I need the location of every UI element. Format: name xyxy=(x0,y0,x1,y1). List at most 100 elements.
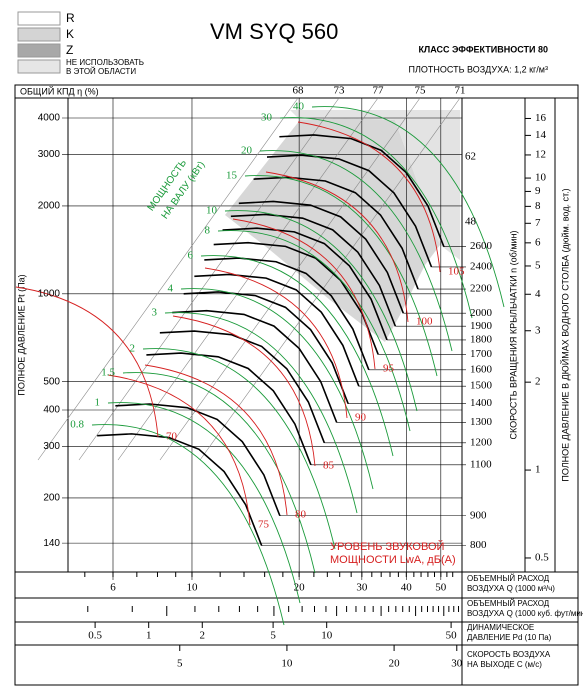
efficiency-tick-label: 75 xyxy=(415,85,427,97)
flow-tick-label: 10 xyxy=(186,582,198,594)
noise-label: 80 xyxy=(295,509,307,521)
flow-tick-label: 30 xyxy=(356,582,368,594)
pressure-tick-label: 1000 xyxy=(38,288,61,299)
inch-tick-label: 9 xyxy=(535,185,541,197)
marker-label: 48 xyxy=(465,216,477,228)
velocity-tick-label: 10 xyxy=(281,658,293,670)
pressure-axis-label: ПОЛНОЕ ДАВЛЕНИЕ Pt (Па) xyxy=(16,274,26,395)
power-label: 1 xyxy=(95,397,101,409)
inch-tick-label: 10 xyxy=(535,172,547,184)
velocity-tick-label: 20 xyxy=(389,658,401,670)
efficiency-line xyxy=(78,97,340,461)
marker-label: 62 xyxy=(465,151,476,163)
power-label: 40 xyxy=(293,101,305,113)
power-line xyxy=(180,288,374,490)
speed-tick-label: 1800 xyxy=(470,333,493,345)
noise-label: 75 xyxy=(258,519,270,531)
noise-label: 100 xyxy=(416,316,433,328)
speed-tick-label: 1700 xyxy=(470,348,493,360)
fan-curve xyxy=(230,213,397,327)
efficiency-line xyxy=(159,97,421,461)
speed-axis-label: СКОРОСТЬ ВРАЩЕНИЯ КРЫЛЬЧАТКИ n (об/мин) xyxy=(508,230,518,439)
power-line xyxy=(142,348,336,550)
speed-tick-label: 1900 xyxy=(470,320,493,332)
noise-label: 105 xyxy=(448,266,465,278)
efficiency-tick-label: 73 xyxy=(334,85,346,97)
fan-curve xyxy=(97,433,263,546)
fan-curve xyxy=(253,176,419,290)
speed-tick-label: 1500 xyxy=(470,380,493,392)
pressure-tick-label: 140 xyxy=(43,538,60,549)
legend-label: В ЭТОЙ ОБЛАСТИ xyxy=(66,67,136,76)
efficiency-line xyxy=(199,97,461,461)
power-line xyxy=(217,230,411,432)
row-label: ОБЪЕМНЫЙ РАСХОД xyxy=(467,574,550,583)
power-label: 20 xyxy=(241,145,253,157)
speed-tick-label: 1300 xyxy=(470,416,493,428)
efficiency-tick-label: 68 xyxy=(293,85,305,97)
power-line xyxy=(164,312,358,514)
power-line xyxy=(200,255,394,457)
inch-tick-label: 6 xyxy=(535,236,541,248)
efficiency-line xyxy=(37,97,299,461)
noise-line xyxy=(265,171,409,323)
power-label: 6 xyxy=(188,250,194,262)
power-label: 0.8 xyxy=(70,419,84,431)
fan-curve xyxy=(159,330,326,444)
efficiency-tick-label: 77 xyxy=(373,85,385,97)
inch-axis-label: ПОЛНОЕ ДАВЛЕНИЕ В ДЮЙМАХ ВОДНОГО СТОЛБА … xyxy=(559,188,570,481)
inch-tick-label: 5 xyxy=(535,259,541,271)
title: VM SYQ 560 xyxy=(210,19,338,44)
power-label: 30 xyxy=(261,112,273,124)
row-label: ВОЗДУХА Q (1000 м³/ч) xyxy=(467,584,555,593)
speed-tick-label: 2600 xyxy=(470,240,493,252)
inch-tick-label: 2 xyxy=(535,376,541,388)
power-line xyxy=(259,150,453,352)
fan-curve xyxy=(238,200,405,314)
speed-tick-label: 1600 xyxy=(470,363,493,375)
dp-tick-label: 0.5 xyxy=(88,630,102,642)
efficiency-axis-label: ОБЩИЙ КПД η (%) xyxy=(20,85,99,96)
fan-curve xyxy=(172,309,338,423)
inch-tick-label: 3 xyxy=(535,324,541,336)
power-line xyxy=(224,210,418,412)
fan-curve xyxy=(213,241,379,355)
flow-tick-label: 6 xyxy=(110,582,116,594)
legend-swatch xyxy=(17,27,61,42)
power-label: 1.5 xyxy=(101,367,115,379)
fan-curve xyxy=(266,154,433,268)
power-line xyxy=(107,402,301,604)
air-density: ПЛОТНОСТЬ ВОЗДУХА: 1,2 кг/м³ xyxy=(409,64,548,74)
legend-label: K xyxy=(66,27,74,41)
inch-tick-label: 1 xyxy=(535,464,541,476)
inch-tick-label: 4 xyxy=(535,288,541,300)
legend-label: НЕ ИСПОЛЬЗОВАТЬ xyxy=(66,58,144,67)
dp-tick-label: 10 xyxy=(321,630,333,642)
pressure-tick-label: 3000 xyxy=(38,149,61,160)
legend-swatch xyxy=(17,59,61,74)
pressure-tick-label: 200 xyxy=(43,493,60,504)
noise-label: 70 xyxy=(166,431,178,443)
dp-tick-label: 50 xyxy=(446,630,458,642)
inch-tick-label: 8 xyxy=(535,200,541,212)
zone-k xyxy=(290,110,460,260)
noise-line xyxy=(204,267,348,419)
noise-line xyxy=(172,315,316,467)
speed-tick-label: 2400 xyxy=(470,261,493,273)
power-label: 2 xyxy=(130,343,136,355)
inch-tick-label: 12 xyxy=(535,148,546,160)
fan-curve xyxy=(146,352,312,466)
flow-tick-label: 40 xyxy=(401,582,413,594)
power-label: 15 xyxy=(226,170,238,182)
inch-tick-label: 0.5 xyxy=(535,551,549,563)
power-line xyxy=(122,372,316,574)
speed-tick-label: 2200 xyxy=(470,283,493,295)
legend-swatch xyxy=(17,11,61,26)
frame xyxy=(14,84,579,686)
power-label: 10 xyxy=(206,205,218,217)
pressure-tick-label: 2000 xyxy=(38,201,61,212)
row-label: ОБЪЕМНЫЙ РАСХОД xyxy=(467,599,550,608)
power-label: 4 xyxy=(168,283,174,295)
power-label: 3 xyxy=(152,307,158,319)
efficiency-class: КЛАСС ЭФФЕКТИВНОСТИ 80 xyxy=(418,44,548,54)
